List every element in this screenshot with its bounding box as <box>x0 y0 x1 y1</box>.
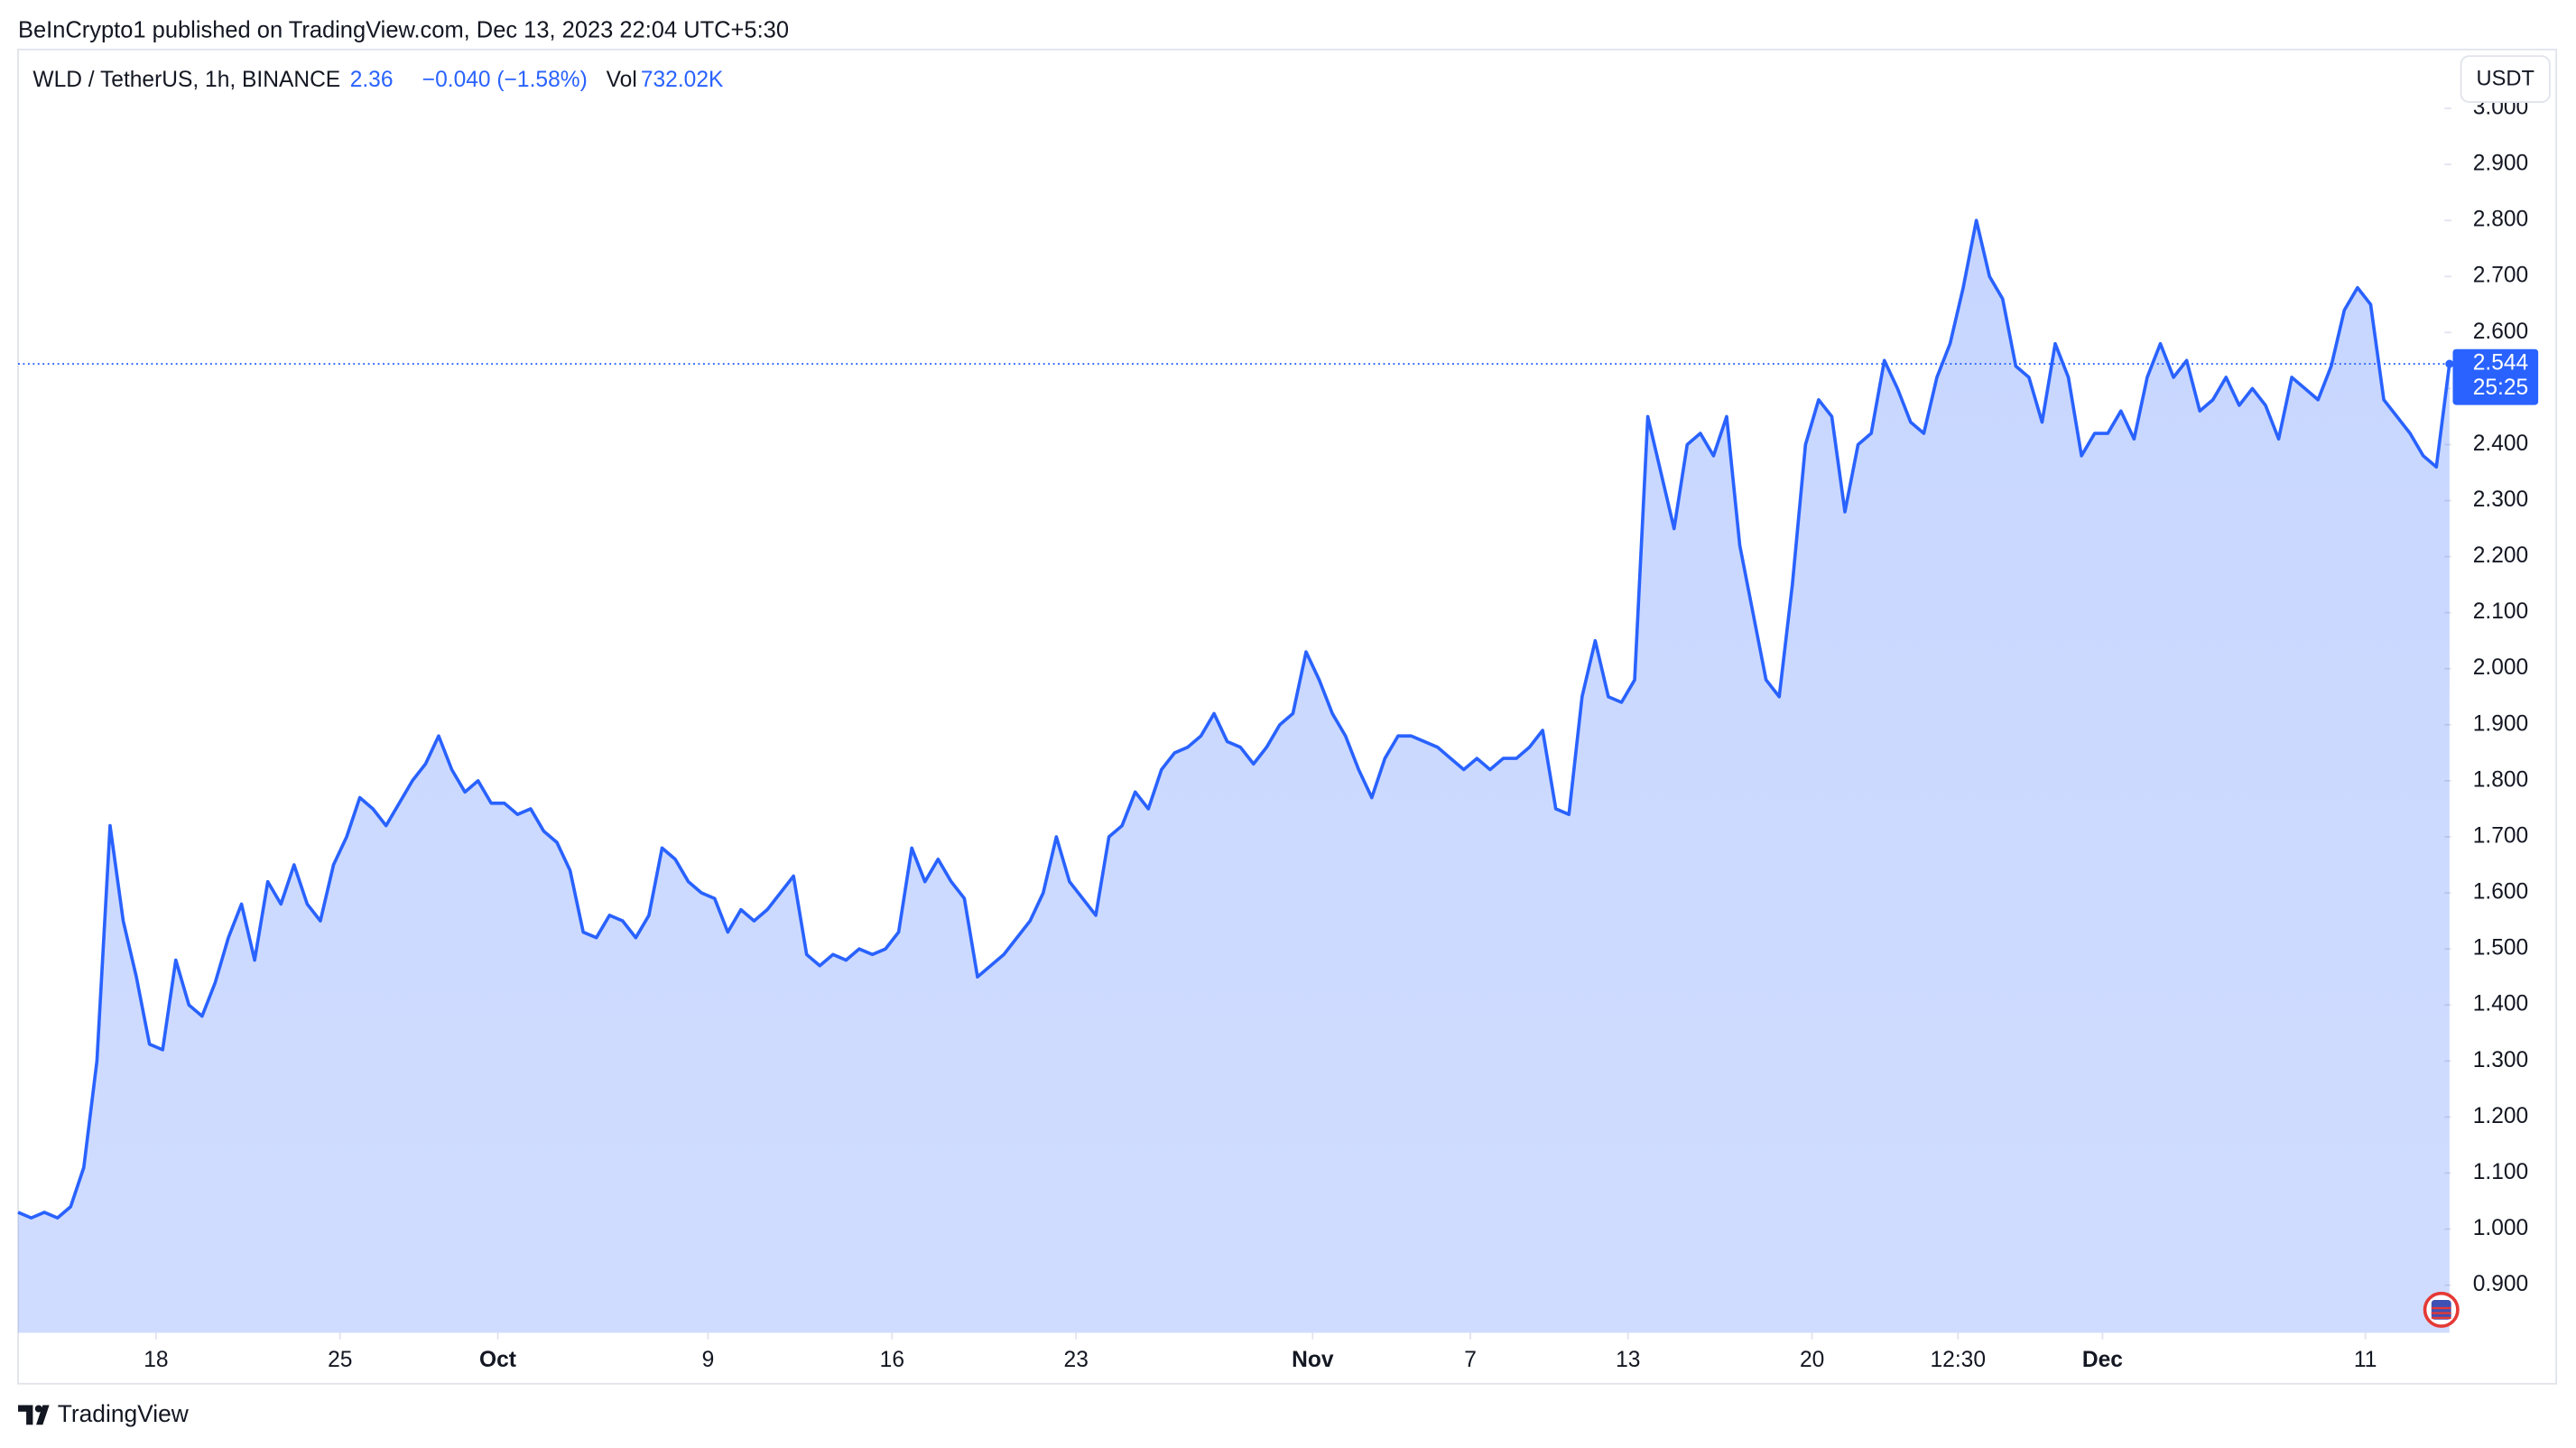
symbol: WLD / TetherUS, 1h, BINANCE <box>32 68 340 92</box>
y-tick-label: 2.900 <box>2473 152 2528 176</box>
last-price-dot <box>2445 359 2454 368</box>
x-tick-label: 23 <box>1064 1348 1089 1372</box>
y-tick-label: 1.500 <box>2473 936 2528 961</box>
x-tick-label: 11 <box>2354 1348 2377 1372</box>
countdown: 25:25 <box>2473 376 2528 400</box>
y-tick-label: 2.600 <box>2473 320 2528 344</box>
x-tick-label: 13 <box>1616 1348 1640 1372</box>
y-tick-label: 2.300 <box>2473 487 2528 512</box>
y-tick-label: 1.300 <box>2473 1048 2528 1072</box>
y-tick-label: 1.900 <box>2473 711 2528 736</box>
last-price: 2.36 <box>350 68 394 92</box>
y-tick-label: 1.700 <box>2473 823 2528 848</box>
x-tick-label: 7 <box>1464 1348 1477 1372</box>
plot: 0.900 1.000 1.100 1.200 1.300 1.400 1.500 1.600… <box>17 95 2539 1372</box>
x-tick-label: 12:30 <box>1931 1348 1986 1372</box>
x-tick-label: 18 <box>144 1348 168 1372</box>
y-tick-label: 1.400 <box>2473 992 2528 1016</box>
x-tick-label: 20 <box>1800 1348 1824 1372</box>
brand-name: TradingView <box>58 1400 190 1427</box>
y-tick-label: 2.700 <box>2473 264 2528 288</box>
x-tick-label: Dec <box>2082 1348 2123 1372</box>
y-tick-label: 2.200 <box>2473 543 2528 568</box>
x-tick-label: 16 <box>880 1348 904 1372</box>
y-tick-label: 1.100 <box>2473 1160 2528 1184</box>
x-tick-label: 25 <box>328 1348 352 1372</box>
price-change: −0.040 (−1.58%) <box>422 68 588 92</box>
flag-icon <box>2423 1291 2460 1328</box>
y-tick-label: 2.100 <box>2473 599 2528 624</box>
y-tick-label: 2.000 <box>2473 655 2528 680</box>
last-price-badge <box>2452 348 2539 405</box>
unit-button-label[interactable]: USDT <box>2477 68 2534 91</box>
published-line: BeInCrypto1 published on TradingView.com… <box>18 18 789 43</box>
chart-frame <box>17 48 2558 1385</box>
x-tick-label: 9 <box>702 1348 715 1372</box>
y-tick-label: 2.400 <box>2473 432 2528 456</box>
price-line <box>17 218 2451 1220</box>
y-tick-label: 0.900 <box>2473 1272 2528 1296</box>
x-tick-label: Nov <box>1292 1348 1334 1372</box>
area-fill <box>18 220 2450 1333</box>
y-tick-label: 1.800 <box>2473 767 2528 792</box>
y-tick-label: 1.000 <box>2473 1216 2528 1240</box>
brand-logo <box>18 1405 50 1425</box>
volume-label: Vol <box>607 68 637 92</box>
x-tick-label: Oct <box>479 1348 516 1372</box>
unit-button[interactable] <box>2460 55 2551 103</box>
volume: 732.02K <box>641 68 724 92</box>
y-tick-label: 1.600 <box>2473 880 2528 905</box>
y-tick-label: 2.800 <box>2473 208 2528 232</box>
last-price-label: 2.544 <box>2473 351 2528 376</box>
y-tick-label: 1.200 <box>2473 1104 2528 1128</box>
